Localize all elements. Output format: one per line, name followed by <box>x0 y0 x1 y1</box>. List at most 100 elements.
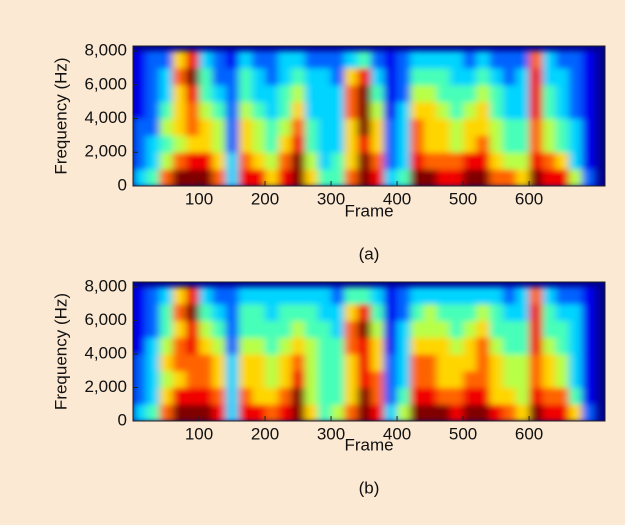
heatmap-cell <box>476 404 490 421</box>
heatmap-cell <box>568 118 583 136</box>
heatmap-cell <box>436 84 451 103</box>
plot-area <box>133 46 605 186</box>
heatmap-cell <box>370 152 385 170</box>
heatmap-cell <box>304 370 319 389</box>
heatmap-cell <box>291 287 306 305</box>
heatmap-cell <box>489 320 504 338</box>
heatmap-cell <box>291 118 306 136</box>
heatmap-cell <box>463 337 477 355</box>
heatmap-cell <box>502 118 517 136</box>
heatmap-cell <box>251 169 266 186</box>
heatmap-cell <box>146 370 160 389</box>
heatmap-cell <box>331 387 345 405</box>
heatmap-cell <box>278 337 292 355</box>
heatmap-cell <box>581 118 596 136</box>
heatmap-cell <box>423 118 438 136</box>
heatmap-cell <box>463 387 477 405</box>
heatmap-cell <box>278 370 292 389</box>
heatmap-cell <box>291 51 306 69</box>
heatmap-cell <box>133 287 147 305</box>
heatmap-cell <box>463 370 477 389</box>
heatmap-cell <box>159 135 174 153</box>
heatmap-cell <box>251 118 266 136</box>
heatmap-cell <box>238 169 253 186</box>
heatmap-cell <box>542 370 556 389</box>
heatmap-cell <box>449 303 464 322</box>
heatmap-cell <box>476 337 490 355</box>
heatmap-cell <box>423 370 438 389</box>
heatmap-cell <box>581 387 596 405</box>
heatmap-cell <box>278 303 292 322</box>
heatmap-cell <box>344 404 358 421</box>
heatmap-cell <box>463 84 477 103</box>
heatmap-cell <box>265 354 279 372</box>
heatmap-cell <box>423 84 438 103</box>
heatmap-cell <box>212 287 226 305</box>
heatmap-cell <box>370 101 385 120</box>
heatmap-cell <box>568 152 583 170</box>
heatmap-cell <box>383 387 398 405</box>
heatmap-cell <box>555 169 570 186</box>
heatmap-cell <box>133 303 147 322</box>
heatmap-cell <box>278 169 292 186</box>
heatmap-cell <box>172 303 187 322</box>
heatmap-cell <box>146 387 160 405</box>
heatmap-cell <box>159 337 174 355</box>
heatmap-cell <box>515 387 530 405</box>
heatmap-cell <box>436 135 451 153</box>
heatmap-cell <box>278 287 292 305</box>
heatmap-cell <box>185 51 200 69</box>
heatmap-cell <box>238 101 253 120</box>
heatmap-cell <box>278 135 292 153</box>
heatmap-cell <box>357 320 372 338</box>
heatmap-cell <box>449 118 464 136</box>
heatmap-cell <box>489 84 504 103</box>
heatmap-cell <box>172 101 187 120</box>
heatmap-cell <box>423 354 438 372</box>
heatmap-cell <box>304 67 319 86</box>
heatmap-cell <box>476 320 490 338</box>
heatmap-cell <box>581 320 596 338</box>
heatmap-cell <box>529 354 543 372</box>
heatmap-cell <box>529 337 543 355</box>
heatmap-cell <box>304 303 319 322</box>
heatmap-cell <box>515 51 530 69</box>
heatmap-cell <box>555 370 570 389</box>
heatmap-cell <box>212 354 226 372</box>
heatmap-cell <box>423 152 438 170</box>
heatmap-cell <box>410 303 424 322</box>
x-tick-label: 500 <box>449 189 477 208</box>
heatmap-cell <box>357 287 372 305</box>
heatmap-cell <box>172 320 187 338</box>
heatmap-cell <box>238 84 253 103</box>
heatmap-cell <box>397 118 411 136</box>
heatmap-cell <box>542 337 556 355</box>
heatmap-cell <box>568 337 583 355</box>
heatmap-cell <box>436 320 451 338</box>
heatmap-cell <box>304 287 319 305</box>
heatmap-cell <box>317 387 332 405</box>
heatmap-cell <box>357 118 372 136</box>
heatmap-cell <box>238 320 253 338</box>
heatmap-cell <box>515 118 530 136</box>
heatmap-cell <box>463 354 477 372</box>
heatmap-cell <box>410 101 424 120</box>
heatmap-cell <box>383 118 398 136</box>
heatmap-cell <box>212 404 226 421</box>
heatmap-cell <box>159 67 174 86</box>
heatmap-cell <box>529 51 543 69</box>
heatmap-cell <box>581 370 596 389</box>
heatmap-cell <box>476 303 490 322</box>
heatmap-cell <box>344 51 358 69</box>
heatmap-cell <box>476 101 490 120</box>
heatmap-cell <box>568 320 583 338</box>
heatmap-cell <box>489 354 504 372</box>
heatmap-cell <box>185 84 200 103</box>
heatmap-cell <box>502 169 517 186</box>
heatmap-cell <box>542 152 556 170</box>
heatmap-cell <box>463 51 477 69</box>
heatmap-cell <box>476 152 490 170</box>
heatmap-cell <box>529 118 543 136</box>
heatmap-cell <box>397 169 411 186</box>
heatmap-cell <box>383 320 398 338</box>
